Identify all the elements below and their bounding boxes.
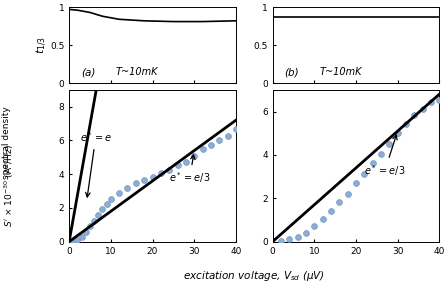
Text: $e^*=e/3$: $e^*=e/3$	[364, 135, 406, 178]
Point	[224, 134, 231, 138]
Text: $S^i$ × 10$^{-30}$ (A$^2$/Hz): $S^i$ × 10$^{-30}$ (A$^2$/Hz)	[2, 144, 16, 227]
Point	[91, 219, 98, 224]
Point	[377, 152, 384, 157]
Point	[140, 178, 148, 182]
Point	[427, 100, 434, 105]
Point	[74, 238, 81, 242]
Text: (b): (b)	[284, 67, 299, 78]
Point	[419, 107, 426, 111]
Point	[336, 200, 343, 204]
Point	[199, 147, 206, 151]
Point	[78, 234, 85, 239]
Point	[82, 229, 89, 234]
Text: (a): (a)	[81, 67, 95, 78]
Point	[95, 212, 102, 217]
Text: excitation voltage, $V_{sd}$ ($\mu$V): excitation voltage, $V_{sd}$ ($\mu$V)	[183, 269, 325, 283]
Point	[124, 185, 131, 190]
Point	[132, 181, 140, 186]
Point	[327, 208, 334, 213]
Point	[232, 126, 240, 131]
Point	[286, 237, 293, 241]
Point	[116, 190, 123, 195]
Text: T~10mK: T~10mK	[319, 67, 362, 78]
Point	[319, 217, 326, 221]
Point	[103, 201, 110, 206]
Text: spectral density: spectral density	[2, 107, 11, 179]
Point	[182, 159, 190, 164]
Point	[311, 224, 318, 228]
Point	[157, 171, 165, 176]
Point	[386, 141, 393, 146]
Point	[87, 224, 94, 229]
Point	[149, 174, 156, 179]
Text: $e^*=e/3$: $e^*=e/3$	[169, 155, 211, 185]
Point	[207, 142, 215, 147]
Point	[99, 206, 106, 211]
Point	[70, 239, 77, 243]
Point	[174, 163, 181, 167]
Point	[165, 168, 173, 172]
Text: T~10mK: T~10mK	[116, 67, 158, 78]
Point	[215, 138, 223, 143]
Point	[402, 122, 409, 126]
Point	[277, 238, 285, 243]
Point	[436, 97, 443, 102]
Point	[352, 180, 359, 185]
Point	[394, 130, 401, 135]
Y-axis label: $t_{1/3}$: $t_{1/3}$	[34, 36, 49, 54]
Point	[190, 153, 198, 158]
Point	[294, 235, 301, 239]
Point	[344, 191, 351, 196]
Text: $e^*=e$: $e^*=e$	[79, 130, 112, 197]
Point	[107, 196, 114, 201]
Point	[302, 230, 310, 235]
Point	[411, 113, 418, 118]
Point	[361, 172, 368, 176]
Point	[369, 161, 376, 166]
